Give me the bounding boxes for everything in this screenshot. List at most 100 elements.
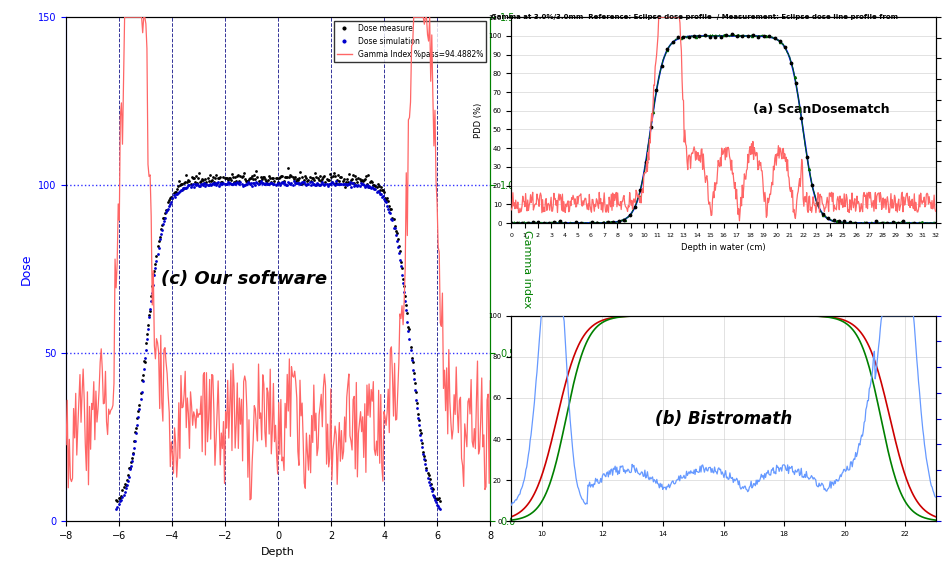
Point [669,33,684,42]
Point [234,179,249,189]
Point [407,386,422,395]
Point [349,181,364,190]
Point [425,490,440,500]
Point [418,463,433,472]
Point [343,175,358,185]
Point [176,183,191,193]
Point [410,410,425,419]
Point [175,179,190,189]
Point [329,175,345,185]
Point [211,174,227,183]
Point [346,171,361,180]
Point [359,181,374,190]
Point [365,183,380,193]
Point [129,413,144,422]
Point [307,180,322,189]
Point [357,174,372,183]
Point [164,193,179,202]
Point [415,450,430,459]
Point [376,188,391,197]
Point [701,33,716,42]
Point [649,85,664,95]
Point [249,179,264,188]
Point [130,406,145,415]
Point [339,180,354,189]
Point [189,179,204,189]
Point [346,178,361,187]
Point [244,173,259,182]
Point [273,171,288,180]
Point [109,496,124,505]
Point [399,317,414,326]
Point [194,179,210,189]
Point [643,123,658,132]
Point [329,178,344,187]
Point [422,481,437,490]
Point [203,180,218,189]
Point [163,192,178,201]
Point [398,305,413,315]
Point [291,174,306,183]
Point [427,496,442,505]
Point [135,370,150,379]
Point [370,179,385,189]
Point [110,496,125,505]
Point [409,399,424,408]
Point [323,178,338,187]
Point [697,30,712,40]
Point [340,179,355,189]
Point [161,195,177,204]
Point [221,174,236,183]
Point [290,175,305,185]
Point [135,377,150,386]
Point [340,178,355,187]
Point [320,175,335,185]
Point [133,395,148,404]
Point [372,189,387,198]
Point [265,173,280,182]
Point [374,193,389,202]
Point [399,309,414,318]
Point [144,281,160,291]
Point [315,172,330,182]
Point [222,179,237,188]
Point [889,218,904,227]
Point [406,375,421,384]
Point [214,178,229,187]
Point [761,32,776,41]
Point [411,415,426,425]
Point [312,172,328,181]
Point [187,178,202,187]
Point [360,171,375,180]
Point [417,456,432,465]
Point [416,452,431,461]
Point [253,176,268,186]
Point [309,179,324,189]
Point [147,264,162,273]
Point [116,482,131,491]
Point [927,218,942,227]
Point [605,218,620,227]
Point [119,476,134,485]
Point [337,183,352,192]
Point [405,357,420,366]
Point [127,427,143,437]
Point [244,172,260,181]
Point [280,164,295,173]
Point [283,171,298,180]
Point [863,219,878,229]
Point [297,171,312,180]
Point [421,477,436,486]
Point [133,388,148,398]
Point [154,220,169,229]
Point [362,181,377,190]
Point [170,188,185,197]
Point [314,177,329,186]
Point [346,182,362,191]
Point [717,30,733,40]
Point [292,180,307,189]
Point [124,457,139,466]
Point [248,178,263,187]
Point [215,172,230,182]
Point [367,184,382,193]
